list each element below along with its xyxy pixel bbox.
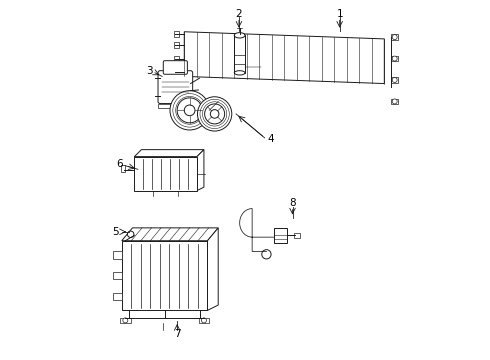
Bar (392, 34, 398, 40)
Circle shape (392, 35, 397, 40)
Circle shape (262, 249, 271, 259)
Text: 4: 4 (268, 134, 274, 144)
Bar (294, 233, 300, 238)
Circle shape (201, 318, 206, 323)
Circle shape (392, 77, 397, 82)
Polygon shape (122, 241, 207, 310)
FancyBboxPatch shape (158, 71, 193, 104)
Bar (392, 56, 398, 62)
Bar (113, 272, 122, 279)
Polygon shape (134, 150, 204, 157)
Ellipse shape (234, 33, 245, 38)
Text: 3: 3 (146, 66, 152, 76)
Text: 8: 8 (289, 198, 296, 208)
Bar (198, 318, 209, 323)
Polygon shape (122, 228, 218, 241)
Bar (174, 31, 178, 37)
Circle shape (123, 318, 128, 323)
Circle shape (170, 91, 209, 130)
Polygon shape (134, 157, 197, 191)
Circle shape (197, 97, 232, 131)
Polygon shape (197, 150, 204, 191)
Circle shape (392, 99, 397, 104)
Bar (158, 104, 192, 108)
Ellipse shape (234, 71, 245, 75)
Text: 7: 7 (174, 329, 180, 339)
Bar (234, 35, 245, 73)
Text: 2: 2 (236, 9, 242, 19)
Bar (392, 99, 398, 104)
Text: 6: 6 (116, 159, 122, 169)
Circle shape (205, 104, 224, 124)
FancyBboxPatch shape (163, 61, 187, 74)
Polygon shape (184, 32, 384, 84)
Bar (113, 251, 122, 258)
Bar (174, 69, 178, 75)
Circle shape (184, 105, 195, 116)
Bar (392, 77, 398, 83)
Circle shape (177, 98, 202, 123)
Bar (121, 165, 125, 172)
Bar (274, 228, 287, 243)
Bar (113, 293, 122, 300)
Text: 5: 5 (112, 227, 119, 237)
Circle shape (210, 110, 219, 118)
Polygon shape (207, 228, 218, 310)
Circle shape (392, 56, 397, 61)
Bar (174, 56, 178, 62)
Circle shape (127, 231, 134, 238)
Text: 1: 1 (336, 9, 343, 19)
Bar (174, 42, 178, 48)
Bar (120, 318, 131, 323)
